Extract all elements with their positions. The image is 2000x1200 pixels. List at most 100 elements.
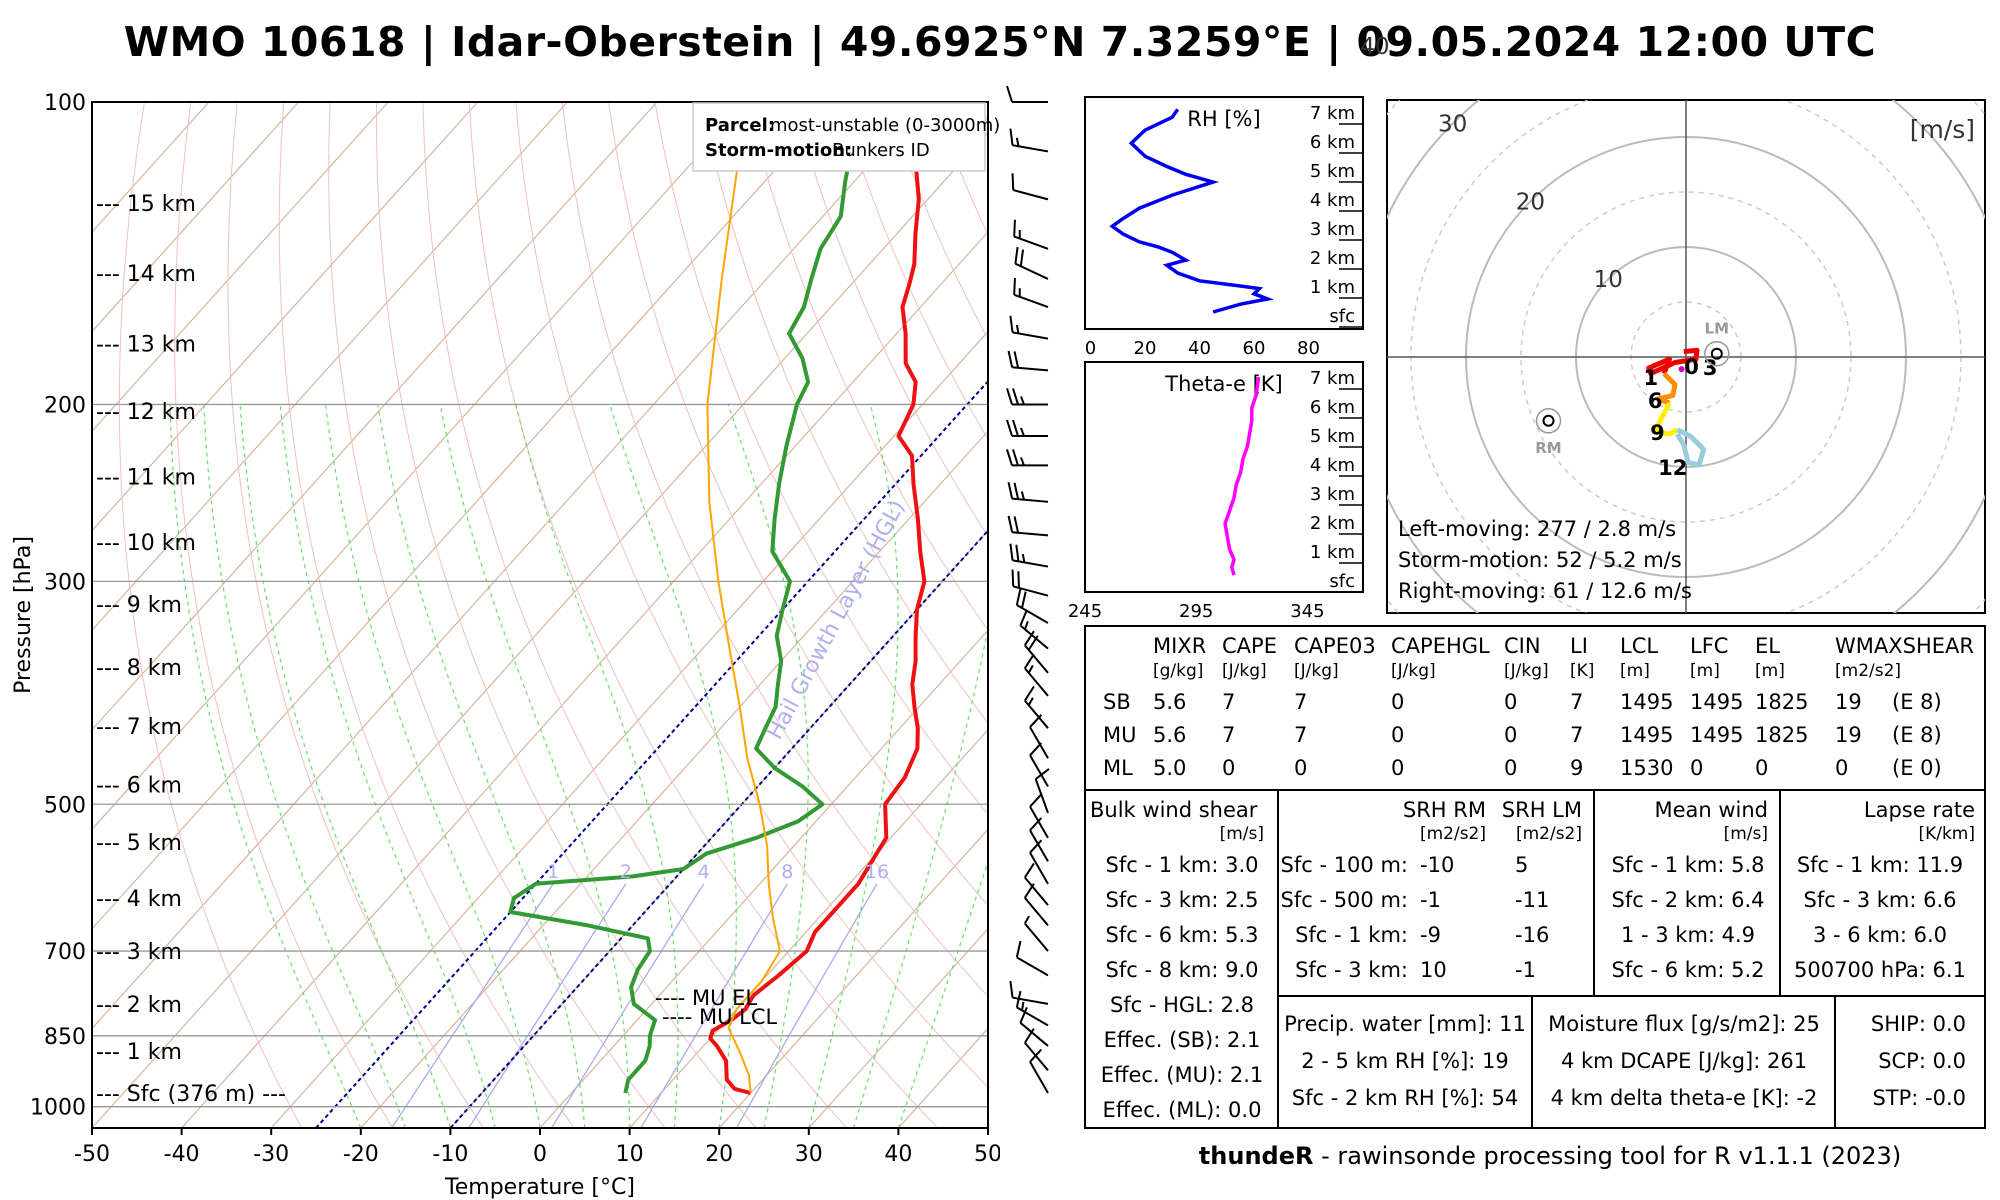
table-cell: 0: [1391, 756, 1404, 780]
height-marker: 0: [1684, 355, 1699, 379]
wind-barb: [1009, 315, 1049, 340]
wind-barb: [1009, 980, 1049, 1005]
x-axis-label: Temperature [°C]: [444, 1175, 635, 1200]
table-cell: 9: [1570, 756, 1583, 780]
hodograph-ring: [1465, 136, 1907, 578]
isotherm: [92, 102, 389, 433]
moist-adiabat: [515, 404, 679, 1128]
wind-barb-half: [1021, 553, 1026, 563]
dry-adiabat: [468, 102, 939, 1128]
wind-barb-flag: [1024, 653, 1035, 669]
wind-barb-flag: [1012, 419, 1019, 437]
profile-x-tick-label: 40: [1188, 338, 1211, 359]
srh-row-label: Sfc - 100 m:: [1281, 853, 1409, 877]
dry-adiabat: [376, 102, 757, 1128]
wind-barb-half: [1024, 620, 1029, 630]
profile-height-label: 6 km: [1310, 132, 1355, 153]
wind-barb: [1029, 714, 1049, 759]
table-cell: 5.6: [1153, 690, 1186, 714]
height-label: --- 15 km: [96, 192, 196, 217]
table-cell: 1495: [1620, 690, 1673, 714]
wind-barb-staff: [1024, 1042, 1049, 1071]
wind-barb-staff: [1016, 1006, 1049, 1027]
height-label: --- 1 km: [96, 1040, 182, 1065]
srh-lm-value: 5: [1515, 853, 1528, 877]
profile-height-label: 7 km: [1310, 368, 1355, 389]
table-header: CAPE: [1222, 634, 1277, 658]
wind-barb-flag: [1007, 515, 1014, 533]
wind-barb-staff: [1016, 604, 1049, 624]
x-tick-label: -30: [253, 1142, 289, 1167]
height-label: --- Sfc (376 m) ---: [96, 1082, 286, 1107]
wind-barb: [1011, 569, 1049, 597]
wind-barb-flag: [1019, 609, 1028, 626]
height-label: --- 2 km: [96, 993, 182, 1018]
profile-x-tick-label: 60: [1243, 338, 1266, 359]
wind-barb-flag: [1029, 817, 1043, 831]
profile-x-tick-label: 80: [1297, 338, 1320, 359]
hodograph-ring-label: 10: [1594, 267, 1623, 293]
wind-barb-staff: [1029, 852, 1049, 885]
height-label: --- 12 km: [96, 400, 196, 425]
x-tick-label: 20: [705, 1142, 733, 1167]
wind-barb-staff: [1029, 726, 1049, 759]
y-tick-label: 200: [44, 393, 86, 418]
wind-barb-flag: [1019, 249, 1025, 267]
srh-header: SRH LM: [1502, 798, 1582, 822]
profile-x-tick-label: 0: [1085, 338, 1096, 359]
table-header-unit: [J/kg]: [1294, 661, 1339, 681]
moist-adiabat: [897, 860, 988, 1128]
table-cell: 7: [1570, 690, 1583, 714]
wind-barb-flag: [1006, 85, 1013, 103]
table-cell: 0: [1222, 756, 1235, 780]
wind-barb-staff: [1024, 667, 1049, 697]
hodograph-ring: [1246, 0, 2000, 797]
wind-barb-flag: [1009, 980, 1014, 998]
wind-barb-staff: [1029, 806, 1049, 839]
dry-adiabat: [840, 102, 988, 441]
storm-motion-label: LM: [1705, 320, 1730, 338]
wind-barb-staff: [1012, 366, 1049, 372]
hodograph-plot-area: [1246, 0, 2000, 797]
wind-barb: [1015, 940, 1049, 977]
wind-barb-staff: [1029, 829, 1049, 862]
profile-x-tick-label: 20: [1134, 338, 1157, 359]
moist-adiabat: [377, 404, 586, 1128]
legend-motion-label: Storm-motion:: [705, 140, 852, 161]
srh-lm-value: -1: [1515, 958, 1536, 982]
wind-barb-flag: [1029, 793, 1043, 808]
y-axis-label: Pressure [hPa]: [11, 536, 36, 694]
wind-barb-flag: [1013, 277, 1016, 295]
wind-barb-flag: [1024, 685, 1035, 702]
hodograph-trace: [1656, 371, 1678, 406]
composite-row: SCP: 0.0: [1878, 1049, 1966, 1073]
hodograph-ring-minor: [1520, 191, 1852, 523]
wind-shear-row: Sfc - 6 km: 5.3: [1106, 923, 1259, 947]
dewpoint-line: [508, 102, 857, 1094]
hodograph-ring: [1387, 100, 1985, 613]
wind-barb-flag: [1009, 315, 1014, 333]
y-tick-label: 100: [44, 91, 86, 116]
hgl-line: [315, 379, 988, 1128]
wind-barb-flag: [1013, 516, 1020, 533]
profile-x-tick-label: 345: [1290, 601, 1324, 622]
dry-adiabat: [227, 102, 484, 1128]
table-cell: 7: [1222, 690, 1235, 714]
hodograph-trace: [1675, 427, 1707, 468]
wind-barb-staff: [1012, 585, 1049, 597]
wind-barb: [1029, 839, 1049, 885]
table-cell: (E 0): [1892, 756, 1942, 780]
wind-barb-flag: [1013, 482, 1020, 500]
table-header-unit: [J/kg]: [1222, 661, 1267, 681]
table-header: WMAXSHEAR: [1835, 634, 1974, 658]
isotherm: [92, 102, 748, 831]
height-label: --- 6 km: [96, 774, 182, 799]
table-header: EL: [1755, 634, 1780, 658]
table-cell: 0: [1504, 756, 1517, 780]
srh-unit: [m2/s2]: [1516, 824, 1582, 844]
wind-barb: [1029, 1048, 1049, 1094]
height-label: --- 9 km: [96, 593, 182, 618]
flux-row: 4 km delta theta-e [K]: -2: [1551, 1086, 1818, 1110]
wind-shear-row: Sfc - HGL: 2.8: [1110, 993, 1254, 1017]
wind-barb-flag: [1011, 173, 1015, 191]
